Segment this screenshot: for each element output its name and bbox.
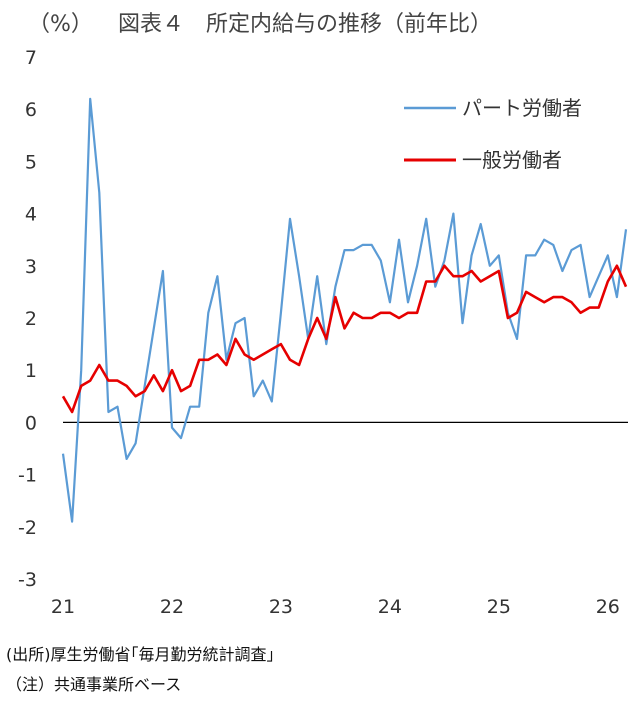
- y-tick-label: -2: [18, 517, 37, 539]
- y-axis-ticks: -3 -2 -1 0 1 2 3 4 5 6 7: [18, 47, 37, 591]
- series-line-2: [61, 264, 628, 414]
- y-tick-label: 4: [25, 204, 37, 226]
- x-tick-label: 21: [51, 596, 75, 618]
- y-tick-label: 7: [25, 47, 37, 69]
- x-tick-label: 22: [160, 596, 184, 618]
- x-axis-ticks: 21 22 23 24 25 26: [51, 596, 620, 618]
- legend-label-2: 一般労働者: [462, 148, 562, 172]
- series-line-1: [61, 97, 628, 523]
- y-tick-label: 0: [25, 412, 37, 434]
- x-tick-label: 24: [378, 596, 402, 618]
- y-tick-label: -1: [18, 465, 37, 487]
- chart-title: 図表４ 所定内給与の推移（前年比）: [118, 12, 492, 37]
- y-tick-label: 2: [25, 308, 37, 330]
- y-tick-label: -3: [18, 569, 37, 591]
- x-tick-label: 23: [269, 596, 293, 618]
- legend-label-1: パート労働者: [462, 96, 582, 120]
- y-tick-label: 5: [25, 151, 37, 173]
- y-tick-label: 3: [25, 256, 37, 278]
- y-tick-label: 1: [25, 360, 37, 382]
- x-tick-label: 25: [487, 596, 511, 618]
- unit-label: （%）: [28, 12, 93, 37]
- y-tick-label: 6: [25, 99, 37, 121]
- source-note: (出所)厚生労働省｢毎月勤労統計調査｣: [6, 645, 275, 664]
- series-lines: [61, 97, 628, 523]
- footnote: （注）共通事業所ベース: [6, 675, 182, 694]
- x-tick-label: 26: [596, 596, 620, 618]
